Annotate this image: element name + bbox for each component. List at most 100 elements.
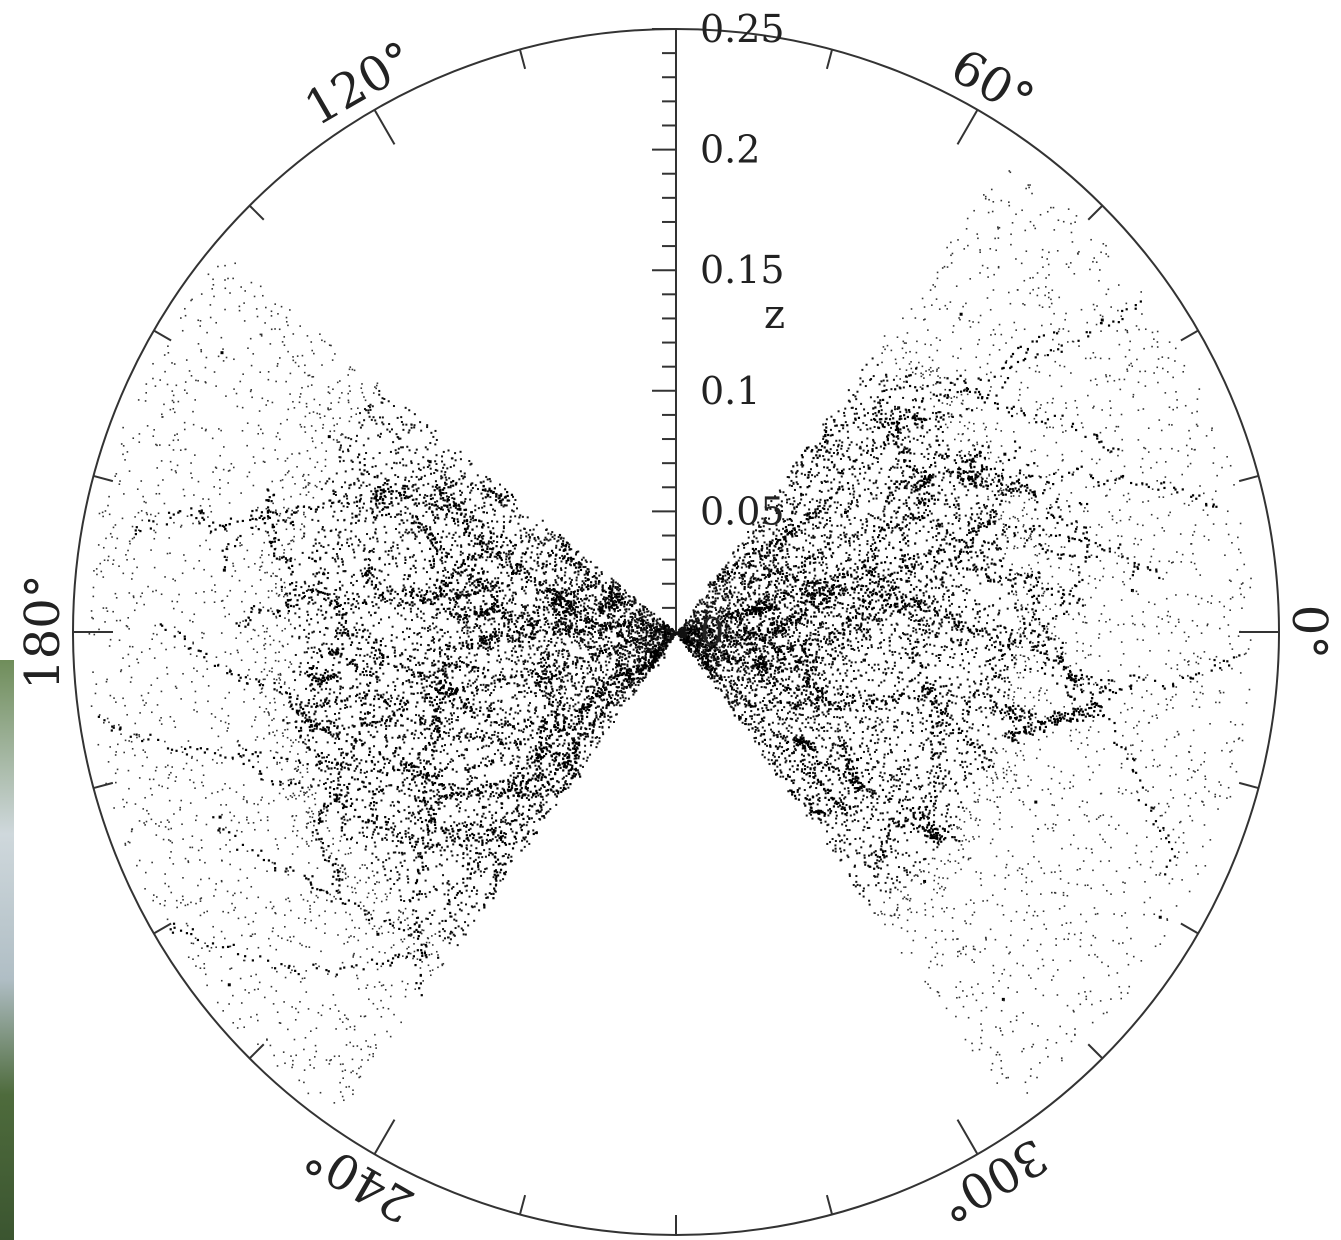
data-point bbox=[424, 657, 426, 659]
data-point bbox=[521, 612, 523, 614]
data-point bbox=[316, 728, 318, 730]
data-point bbox=[545, 571, 547, 573]
data-point bbox=[466, 788, 468, 790]
data-point bbox=[195, 903, 197, 905]
data-point bbox=[528, 674, 530, 676]
data-point bbox=[554, 534, 556, 536]
data-point bbox=[476, 693, 478, 695]
data-point bbox=[531, 762, 533, 764]
data-point bbox=[225, 395, 227, 397]
data-point bbox=[303, 514, 305, 516]
data-point bbox=[558, 713, 560, 715]
data-point bbox=[332, 838, 334, 840]
data-point bbox=[590, 741, 592, 743]
data-point bbox=[335, 1028, 337, 1030]
data-point bbox=[244, 689, 246, 691]
data-point bbox=[291, 635, 293, 637]
data-point bbox=[376, 577, 378, 579]
data-point bbox=[221, 337, 223, 339]
data-point bbox=[132, 646, 134, 648]
data-point bbox=[455, 648, 457, 650]
data-point bbox=[157, 677, 159, 679]
data-point bbox=[450, 938, 452, 940]
data-point bbox=[334, 742, 336, 744]
data-point bbox=[404, 479, 406, 481]
data-point bbox=[405, 424, 407, 426]
data-point bbox=[407, 878, 409, 880]
data-point bbox=[265, 696, 267, 698]
data-point bbox=[429, 891, 431, 893]
data-point bbox=[279, 515, 281, 517]
data-point bbox=[358, 487, 360, 489]
data-point bbox=[124, 705, 126, 707]
data-point bbox=[257, 897, 259, 899]
data-point bbox=[450, 656, 452, 658]
data-point bbox=[146, 810, 148, 812]
data-point bbox=[403, 742, 405, 744]
data-point bbox=[282, 783, 284, 785]
data-point bbox=[373, 821, 376, 824]
data-point bbox=[159, 903, 161, 905]
data-point bbox=[405, 989, 407, 991]
data-point bbox=[462, 822, 464, 824]
data-point bbox=[400, 939, 402, 941]
data-point bbox=[397, 476, 399, 478]
data-point bbox=[254, 462, 256, 464]
data-point bbox=[529, 702, 531, 704]
data-point bbox=[490, 793, 492, 795]
data-point bbox=[477, 728, 479, 730]
data-point bbox=[592, 677, 594, 679]
data-point bbox=[636, 630, 638, 632]
data-point bbox=[369, 1054, 371, 1056]
data-point bbox=[344, 1069, 346, 1071]
data-point bbox=[188, 956, 190, 958]
data-point bbox=[431, 935, 433, 937]
data-point bbox=[430, 735, 432, 737]
data-point bbox=[437, 533, 439, 535]
data-point bbox=[175, 470, 177, 472]
data-point bbox=[142, 808, 144, 810]
data-point bbox=[435, 463, 437, 465]
data-point bbox=[306, 811, 308, 813]
data-point bbox=[195, 380, 197, 382]
data-point bbox=[424, 951, 426, 953]
data-point bbox=[273, 1003, 275, 1005]
data-point bbox=[404, 512, 406, 514]
data-point bbox=[185, 905, 187, 907]
data-point bbox=[612, 668, 614, 670]
data-point bbox=[538, 640, 540, 642]
data-point bbox=[400, 604, 402, 606]
data-point bbox=[232, 278, 234, 280]
data-point bbox=[451, 888, 453, 890]
data-point bbox=[418, 872, 420, 874]
data-point bbox=[399, 889, 401, 891]
data-point bbox=[98, 544, 100, 546]
data-point bbox=[580, 647, 582, 649]
data-point bbox=[284, 617, 286, 619]
data-point bbox=[321, 364, 323, 366]
data-point bbox=[262, 687, 264, 689]
data-point bbox=[432, 622, 434, 624]
data-point bbox=[618, 660, 620, 662]
data-point bbox=[420, 478, 422, 480]
data-point bbox=[342, 1070, 344, 1072]
data-point bbox=[594, 718, 596, 720]
data-point bbox=[374, 488, 376, 490]
data-point bbox=[320, 841, 322, 843]
data-point bbox=[374, 690, 376, 692]
data-point bbox=[372, 1056, 374, 1058]
data-point bbox=[384, 478, 386, 480]
data-point bbox=[495, 675, 497, 677]
data-point bbox=[144, 824, 146, 826]
data-point bbox=[436, 454, 438, 456]
data-point bbox=[299, 453, 301, 455]
data-point bbox=[380, 799, 382, 801]
data-point bbox=[522, 646, 524, 648]
data-point bbox=[425, 652, 427, 654]
data-point bbox=[318, 767, 320, 769]
data-point bbox=[354, 778, 356, 780]
data-point bbox=[401, 652, 403, 654]
data-point bbox=[229, 669, 231, 671]
data-point bbox=[183, 554, 185, 556]
data-point bbox=[313, 497, 315, 499]
